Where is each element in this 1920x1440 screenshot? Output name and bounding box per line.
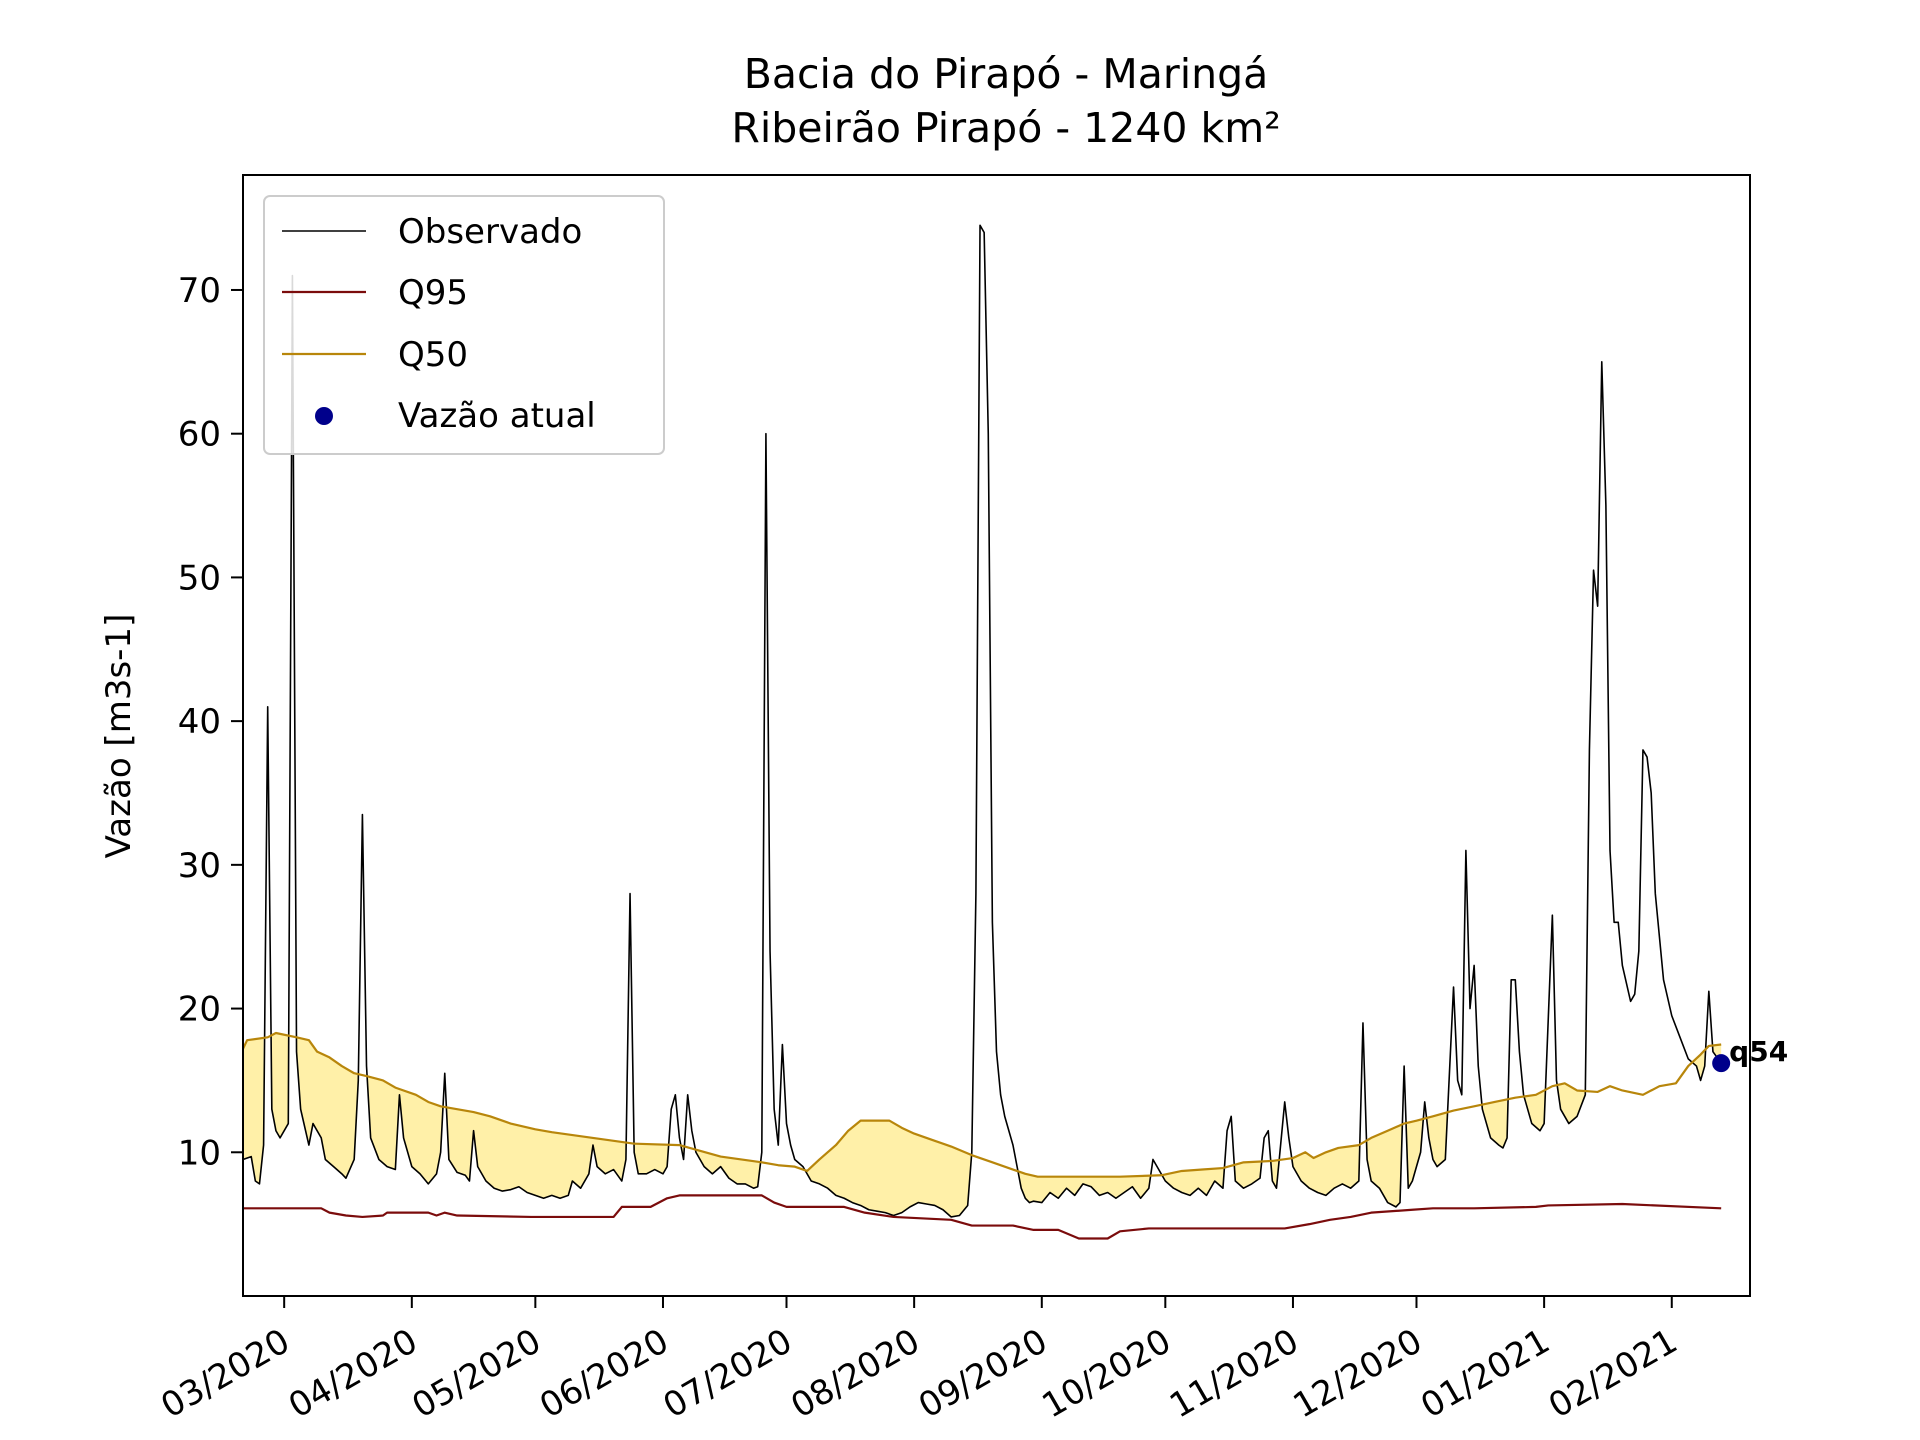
fill-below-median [695,1149,760,1189]
x-tick-label: 04/2020 [282,1321,424,1426]
y-tick-label: 20 [178,990,221,1030]
plot-area: q54 [243,224,1788,1240]
chart-title: Bacia do Pirapó - Maringá [744,50,1269,98]
chart-subtitle: Ribeirão Pirapó - 1240 km² [731,104,1280,152]
fill-below-median [367,1076,443,1184]
y-axis: 10 20 30 40 50 60 70 [178,271,243,1173]
y-axis-label: Vazão [m3s-1] [99,614,139,859]
y-tick-label: 70 [178,271,221,311]
y-tick-label: 60 [178,415,221,455]
x-tick-label: 06/2020 [533,1321,675,1426]
fill-below-median [1162,1167,1224,1196]
fill-below-median [243,1037,264,1184]
x-tick-label: 12/2020 [1287,1321,1429,1426]
x-tick-label: 07/2020 [657,1321,799,1426]
legend-box [263,195,665,455]
y-tick-label: 30 [178,846,221,886]
fill-below-median [1291,1145,1359,1196]
current-flow-marker [1712,1054,1731,1073]
x-tick-label: 10/2020 [1035,1321,1177,1426]
x-tick-label: 01/2021 [1414,1321,1556,1426]
x-tick-label: 11/2020 [1163,1321,1305,1426]
series-q50 [243,1031,1722,1178]
fill-below-median [1692,1050,1705,1081]
y-tick-label: 50 [178,558,221,598]
series-observado [243,224,1722,1218]
fill-below-median [806,1120,971,1217]
x-tick-label: 05/2020 [406,1321,548,1426]
fill-below-median [271,1033,289,1138]
fill-below-median [1524,1089,1546,1131]
fill-below-median [1557,1083,1586,1124]
x-tick-label: 08/2020 [784,1321,926,1426]
legend-label-observado: Observado [398,212,582,252]
legend-label-vazao-atual: Vazão atual [398,396,596,436]
legend-label-q95: Q95 [398,273,468,313]
x-tick-label: 03/2020 [154,1321,296,1426]
series-q95 [243,1194,1722,1240]
legend-swatch-vazao-atual [315,407,333,425]
plot-frame [242,174,1751,1297]
legend-label-q50: Q50 [398,335,468,375]
legend: Observado Q95 Q50 Vazão atual [263,195,665,455]
x-tick-label: 09/2020 [912,1321,1054,1426]
fill-below-median [1018,1171,1150,1203]
fill-below-median [1406,1119,1423,1189]
x-axis: 03/202004/202005/202006/202007/202008/20… [154,1296,1684,1426]
y-tick-label: 40 [178,702,221,742]
current-flow-annotation: q54 [1729,1035,1788,1068]
y-tick-label: 10 [178,1133,221,1173]
fill-below-median [296,1037,359,1179]
fill-below-median [1482,1099,1508,1148]
fill-below-median [634,1143,669,1174]
fill-below-median [446,1107,626,1199]
fill-below-median [1367,1124,1403,1207]
x-tick-label: 02/2021 [1542,1321,1684,1426]
